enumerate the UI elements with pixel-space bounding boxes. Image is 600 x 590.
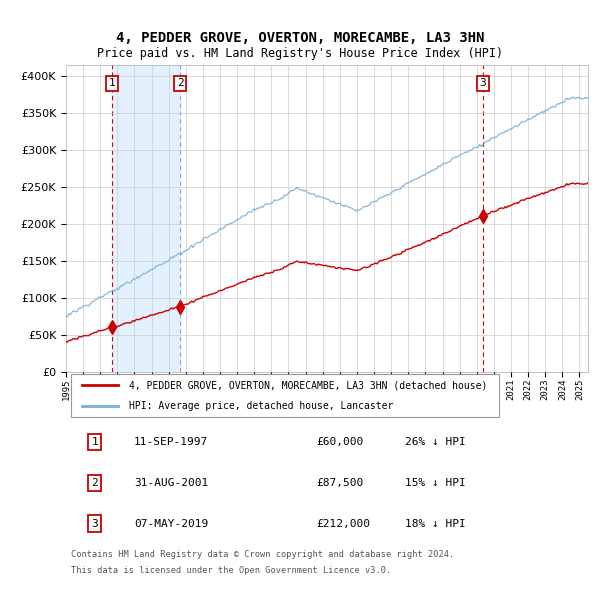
Text: £60,000: £60,000 bbox=[317, 437, 364, 447]
Text: £87,500: £87,500 bbox=[317, 478, 364, 488]
Text: Contains HM Land Registry data © Crown copyright and database right 2024.: Contains HM Land Registry data © Crown c… bbox=[71, 550, 454, 559]
FancyBboxPatch shape bbox=[71, 374, 499, 417]
Text: Price paid vs. HM Land Registry's House Price Index (HPI): Price paid vs. HM Land Registry's House … bbox=[97, 47, 503, 60]
Text: 26% ↓ HPI: 26% ↓ HPI bbox=[406, 437, 466, 447]
Text: 07-MAY-2019: 07-MAY-2019 bbox=[134, 519, 208, 529]
Text: 2: 2 bbox=[177, 78, 184, 88]
Text: 18% ↓ HPI: 18% ↓ HPI bbox=[406, 519, 466, 529]
Text: 3: 3 bbox=[91, 519, 98, 529]
Text: £212,000: £212,000 bbox=[317, 519, 371, 529]
Text: 4, PEDDER GROVE, OVERTON, MORECAMBE, LA3 3HN (detached house): 4, PEDDER GROVE, OVERTON, MORECAMBE, LA3… bbox=[128, 380, 487, 390]
Text: 4, PEDDER GROVE, OVERTON, MORECAMBE, LA3 3HN: 4, PEDDER GROVE, OVERTON, MORECAMBE, LA3… bbox=[116, 31, 484, 45]
Text: HPI: Average price, detached house, Lancaster: HPI: Average price, detached house, Lanc… bbox=[128, 401, 393, 411]
Text: 3: 3 bbox=[479, 78, 486, 88]
Text: 15% ↓ HPI: 15% ↓ HPI bbox=[406, 478, 466, 488]
Text: 2: 2 bbox=[91, 478, 98, 488]
Bar bbox=[112, 65, 180, 372]
Text: 1: 1 bbox=[91, 437, 98, 447]
Text: 1: 1 bbox=[109, 78, 116, 88]
Text: This data is licensed under the Open Government Licence v3.0.: This data is licensed under the Open Gov… bbox=[71, 566, 391, 575]
Text: 31-AUG-2001: 31-AUG-2001 bbox=[134, 478, 208, 488]
Text: 11-SEP-1997: 11-SEP-1997 bbox=[134, 437, 208, 447]
